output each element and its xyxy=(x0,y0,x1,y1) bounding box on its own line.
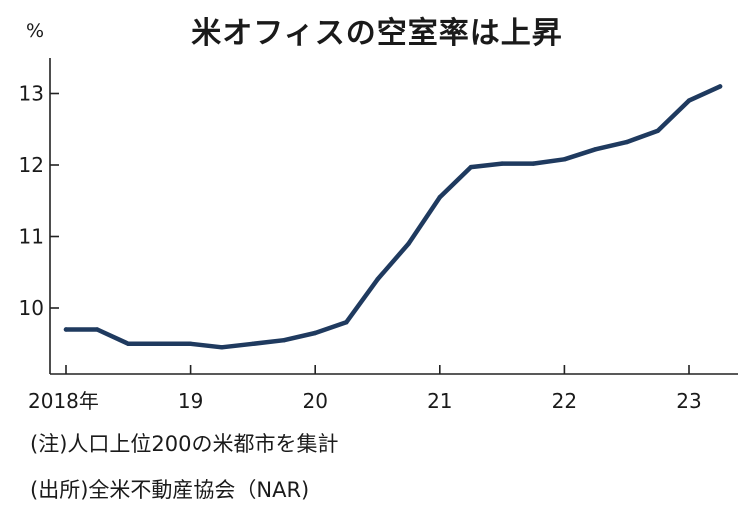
data-point xyxy=(313,330,318,336)
data-point xyxy=(717,84,723,89)
data-point xyxy=(562,157,567,162)
y-axis-unit-label: % xyxy=(26,20,45,42)
data-point xyxy=(531,161,536,166)
source-text: (出所)全米不動産協会（NAR) xyxy=(30,478,310,502)
data-point xyxy=(126,341,131,346)
vacancy-rate-line xyxy=(63,84,723,350)
x-tick-label: 2018年 xyxy=(28,389,99,413)
data-point xyxy=(188,341,193,346)
tick-labels: 10 11 12 13 2018年 19 20 21 22 23 xyxy=(19,82,702,414)
series-layer xyxy=(63,84,723,350)
x-tick-label: 22 xyxy=(552,389,577,413)
data-point xyxy=(499,161,505,166)
data-point xyxy=(219,345,224,350)
data-point xyxy=(686,98,692,103)
x-tick-label: 20 xyxy=(302,389,327,413)
y-tick-label: 13 xyxy=(19,82,44,106)
x-tick-label: 23 xyxy=(676,389,701,413)
y-tick-label: 11 xyxy=(19,225,44,249)
data-point xyxy=(655,128,661,133)
data-point xyxy=(281,338,287,343)
data-point xyxy=(468,164,474,170)
data-point xyxy=(406,241,411,246)
data-point xyxy=(593,147,598,152)
x-tick-label: 19 xyxy=(178,389,203,413)
chart-title: 米オフィスの空室率は上昇 xyxy=(191,16,563,51)
axes xyxy=(49,58,738,375)
data-point xyxy=(95,327,100,332)
x-tick-label: 21 xyxy=(427,389,452,413)
data-point xyxy=(63,327,69,332)
y-tick-label: 12 xyxy=(19,153,44,177)
data-point xyxy=(250,341,256,346)
data-point xyxy=(375,277,380,282)
data-point xyxy=(624,139,629,145)
data-point xyxy=(437,195,442,200)
note-text: (注)人口上位200の米都市を集計 xyxy=(30,432,339,456)
data-point xyxy=(344,320,349,325)
data-point xyxy=(157,341,162,346)
y-tick-label: 10 xyxy=(19,296,44,320)
